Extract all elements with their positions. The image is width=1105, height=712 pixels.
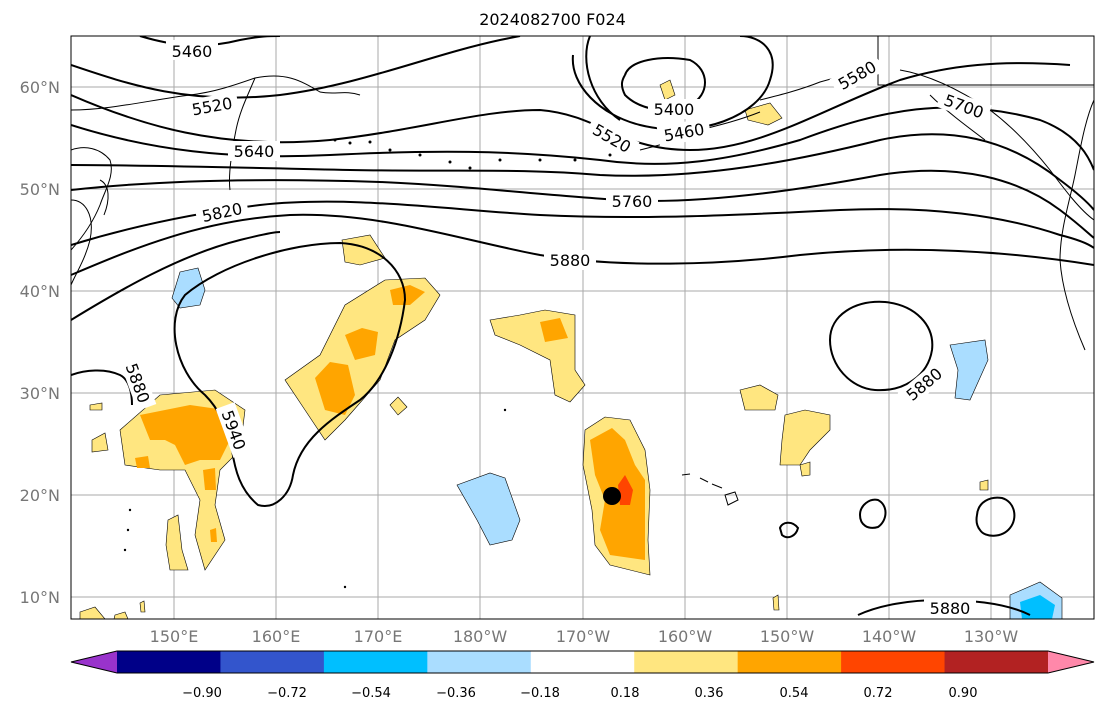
lon-label: 160°E: [252, 627, 301, 646]
colorbar-label: 0.90: [949, 686, 978, 701]
colorbar-outline: [70, 650, 1095, 674]
storm-center-marker: [603, 487, 621, 505]
colorbar-extend-low: [71, 651, 117, 673]
lat-label: 40°N: [20, 282, 60, 301]
contour-label-5460: 5460: [172, 42, 213, 61]
colorbar: −0.90 −0.72 −0.54 −0.36 −0.18 0.18 0.36 …: [70, 650, 1095, 701]
colorbar-segment: [427, 651, 532, 673]
lon-label: 170°W: [556, 627, 611, 646]
colorbar-label: −0.90: [182, 686, 222, 701]
lon-label: 170°E: [354, 627, 403, 646]
lon-label: 160°W: [658, 627, 713, 646]
colorbar-segment: [323, 651, 428, 673]
lon-label: 180°W: [453, 627, 508, 646]
colorbar-label: 0.36: [695, 686, 724, 701]
lat-label: 10°N: [20, 588, 60, 607]
colorbar-label: −0.18: [520, 686, 560, 701]
contour-label-5760: 5760: [612, 192, 653, 211]
colorbar-label: 0.54: [780, 686, 809, 701]
map-frame: [70, 35, 1095, 620]
lat-axis: 60°N 50°N 40°N 30°N 20°N 10°N: [20, 78, 60, 607]
lat-label: 20°N: [20, 486, 60, 505]
hawaiian-islands: [681, 473, 739, 506]
colorbar-segment: [737, 651, 842, 673]
colorbar-label: −0.36: [436, 686, 476, 701]
contour-label-5880d: 5880: [930, 599, 971, 618]
colorbar-segment: [117, 651, 221, 673]
colorbar-label: −0.54: [351, 686, 391, 701]
lon-axis: 150°E 160°E 170°E 180°W 170°W 160°W 150°…: [150, 627, 1019, 646]
colorbar-label: −0.72: [267, 686, 307, 701]
colorbar-segment: [634, 651, 739, 673]
colorbar-segment: [944, 651, 1049, 673]
colorbar-label: 0.18: [611, 686, 640, 701]
lat-label: 60°N: [20, 78, 60, 97]
colorbar-segment: [220, 651, 325, 673]
colorbar-label: 0.72: [864, 686, 893, 701]
lon-label: 140°W: [862, 627, 917, 646]
contour-label-5880: 5880: [550, 251, 591, 270]
colorbar-segment: [530, 651, 635, 673]
lon-label: 130°W: [964, 627, 1019, 646]
lat-label: 30°N: [20, 384, 60, 403]
colorbar-extend-high: [1048, 651, 1094, 673]
lat-label: 50°N: [20, 180, 60, 199]
lon-label: 150°W: [760, 627, 815, 646]
contour-label-5640: 5640: [234, 142, 275, 161]
contour-label-5400: 5400: [654, 100, 695, 119]
colorbar-segment: [841, 651, 946, 673]
border-lines: [877, 36, 1094, 86]
lon-label: 150°E: [150, 627, 199, 646]
map-title: 2024082700 F024: [479, 10, 626, 29]
